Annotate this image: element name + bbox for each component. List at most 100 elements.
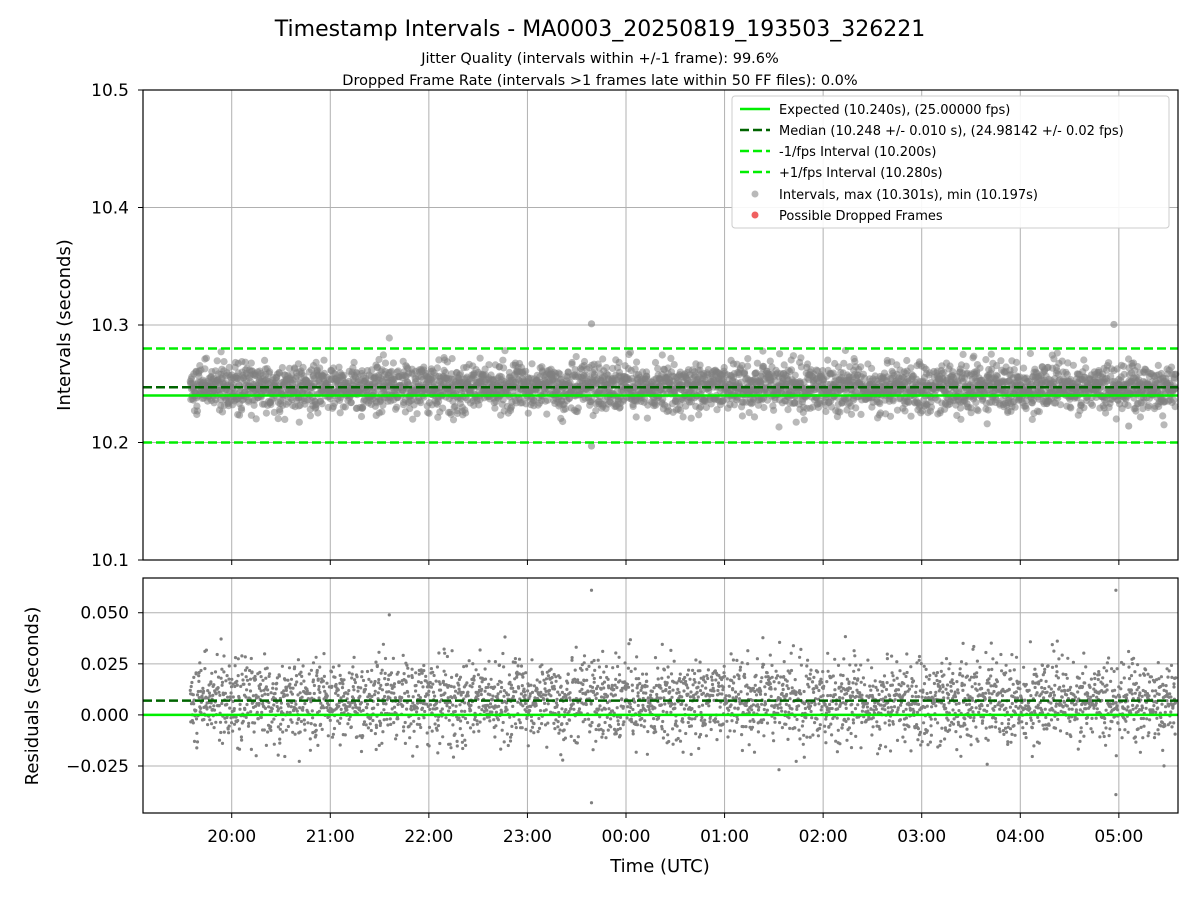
residual-point: [480, 687, 484, 692]
residual-point: [273, 691, 277, 696]
residual-point: [334, 682, 338, 687]
residual-point: [488, 702, 493, 706]
residual-point: [214, 720, 218, 724]
residual-point: [300, 695, 304, 699]
residual-point: [213, 670, 218, 674]
residual-point: [552, 687, 557, 691]
interval-point: [1069, 361, 1077, 369]
legend-marker-dropped: [751, 211, 759, 219]
interval-point: [1170, 396, 1178, 404]
residual-point: [339, 716, 343, 720]
residual-point: [463, 709, 467, 714]
residual-point: [436, 718, 440, 722]
interval-point: [804, 360, 812, 368]
residual-point: [322, 652, 326, 656]
interval-point: [792, 418, 800, 426]
residual-point: [245, 678, 250, 682]
residual-point: [529, 729, 533, 733]
residual-point: [392, 691, 396, 695]
residual-point: [435, 665, 439, 669]
residual-point: [300, 674, 304, 679]
residual-point: [570, 656, 574, 660]
residual-point: [370, 694, 374, 699]
residual-point: [389, 671, 394, 675]
interval-point: [262, 409, 270, 417]
intervals-y-tick-label: 10.5: [91, 81, 129, 101]
interval-point: [670, 361, 678, 369]
residual-point: [546, 674, 551, 678]
residual-point: [350, 672, 354, 676]
residual-point: [383, 656, 388, 661]
residual-point: [263, 652, 267, 656]
residual-point: [259, 689, 263, 693]
residual-point: [469, 703, 473, 708]
residual-point: [503, 635, 507, 639]
residual-point: [560, 690, 565, 695]
residual-point: [476, 694, 480, 698]
residual-point: [447, 709, 451, 713]
residual-point: [457, 687, 461, 691]
residual-point: [491, 698, 495, 702]
residual-point: [407, 674, 411, 678]
residual-point: [449, 746, 453, 750]
residual-point: [330, 735, 335, 739]
residual-point: [553, 727, 557, 731]
residual-point: [284, 728, 288, 732]
residual-point: [308, 748, 312, 752]
residual-point: [259, 715, 263, 720]
interval-point: [543, 410, 551, 418]
residual-point: [356, 689, 360, 693]
residual-point: [432, 673, 436, 678]
residual-point: [437, 651, 441, 655]
residual-point: [454, 689, 458, 693]
interval-point: [893, 406, 902, 414]
residual-point: [303, 728, 307, 732]
residual-point: [227, 731, 231, 735]
interval-point: [780, 361, 788, 369]
interval-point: [776, 350, 784, 358]
interval-point: [1056, 401, 1065, 409]
interval-point: [202, 354, 210, 362]
residual-point: [290, 720, 294, 724]
residual-point: [513, 657, 518, 661]
residual-point: [449, 684, 453, 689]
residual-point: [464, 664, 469, 668]
residual-point: [369, 716, 373, 720]
interval-point: [713, 406, 721, 414]
interval-point: [544, 396, 552, 404]
interval-point: [1022, 405, 1030, 413]
residual-point: [485, 708, 489, 712]
residual-point: [522, 687, 526, 691]
residual-point: [189, 684, 193, 689]
residual-point: [310, 709, 314, 713]
residual-point: [357, 706, 362, 710]
interval-point: [439, 404, 447, 412]
residual-point: [225, 702, 229, 706]
residual-point: [219, 730, 223, 735]
residual-point: [483, 677, 488, 681]
residual-point: [316, 678, 320, 682]
residual-point: [380, 741, 384, 745]
residual-point: [347, 671, 351, 675]
interval-point: [359, 404, 367, 412]
interval-point: [381, 359, 390, 367]
residual-point: [210, 722, 214, 726]
interval-point: [962, 362, 970, 370]
interval-point: [1082, 364, 1090, 372]
residual-point: [244, 695, 248, 699]
residual-point: [552, 721, 556, 726]
residual-point: [211, 693, 215, 698]
residual-point: [392, 685, 396, 689]
residual-point: [345, 708, 349, 712]
residual-point: [565, 722, 569, 726]
interval-point: [983, 420, 991, 428]
interval-point: [787, 366, 796, 374]
residual-point: [475, 719, 479, 723]
residual-point: [499, 680, 503, 684]
residual-point: [392, 721, 396, 725]
residual-point: [405, 663, 409, 667]
residual-point: [298, 691, 302, 695]
residual-point: [194, 708, 198, 713]
residual-point: [427, 689, 431, 694]
residual-point: [294, 702, 298, 706]
